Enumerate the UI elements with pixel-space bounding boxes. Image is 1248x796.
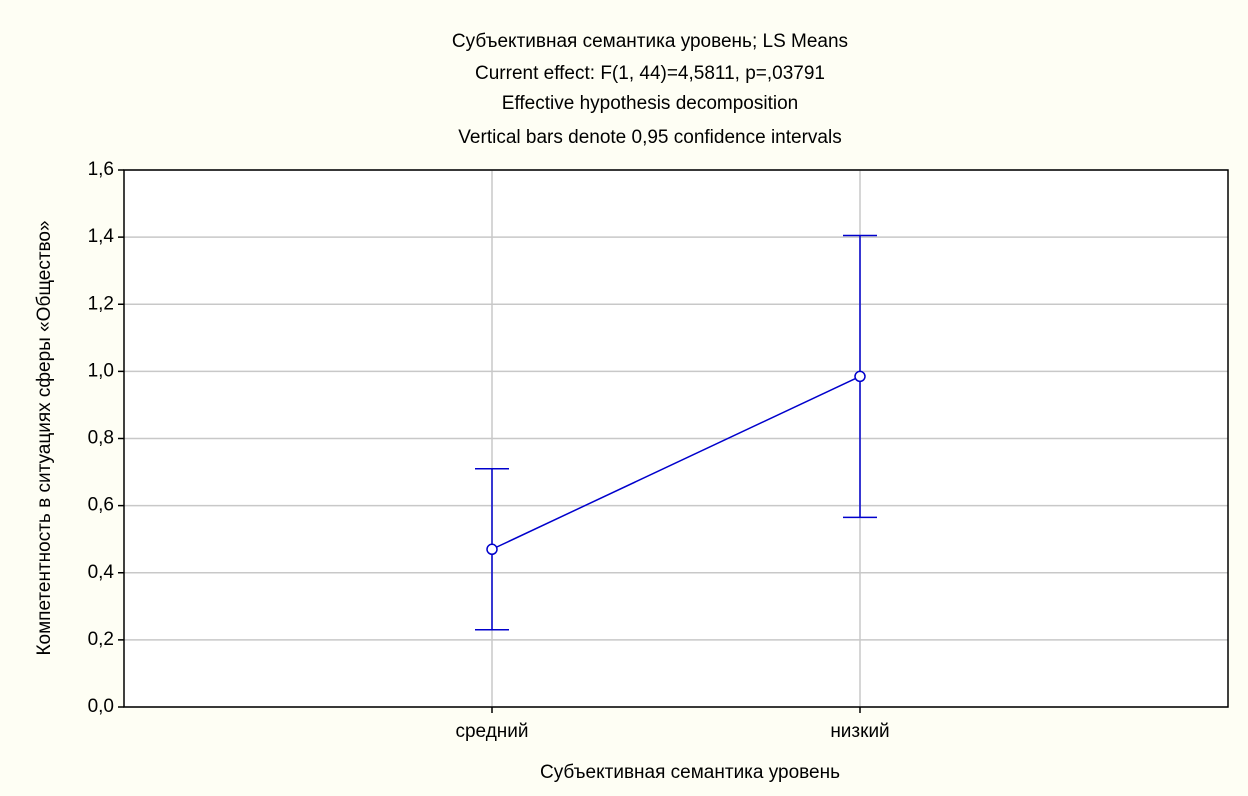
x-tick-label: средний bbox=[455, 721, 528, 742]
y-tick-label: 0,6 bbox=[88, 495, 114, 516]
mean-point bbox=[486, 543, 498, 556]
y-tick-label: 0,8 bbox=[88, 428, 114, 449]
y-tick-label: 0,4 bbox=[88, 562, 115, 583]
y-tick-label: 1,4 bbox=[88, 226, 115, 247]
y-tick-label: 0,0 bbox=[88, 696, 114, 717]
mean-line bbox=[491, 375, 861, 550]
y-tick-label: 1,6 bbox=[88, 159, 114, 180]
mean-point bbox=[854, 370, 866, 383]
chart-subtitle: Current effect: F(1, 44)=4,5811, p=,0379… bbox=[475, 63, 825, 84]
y-axis-label: Компетентность в ситуациях сферы «Общест… bbox=[34, 220, 55, 655]
x-axis-label: Субъективная семантика уровень bbox=[540, 762, 840, 783]
y-tick-label: 0,2 bbox=[88, 629, 114, 650]
chart-subtitle: Vertical bars denote 0,95 confidence int… bbox=[458, 127, 841, 148]
chart-subtitle: Effective hypothesis decomposition bbox=[502, 93, 798, 114]
chart-title: Субъективная семантика уровень; LS Means bbox=[452, 31, 848, 52]
y-tick-label: 1,0 bbox=[88, 360, 114, 381]
plot-border bbox=[123, 169, 1229, 708]
x-tick-label: низкий bbox=[830, 721, 889, 742]
y-tick-label: 1,2 bbox=[88, 293, 114, 314]
